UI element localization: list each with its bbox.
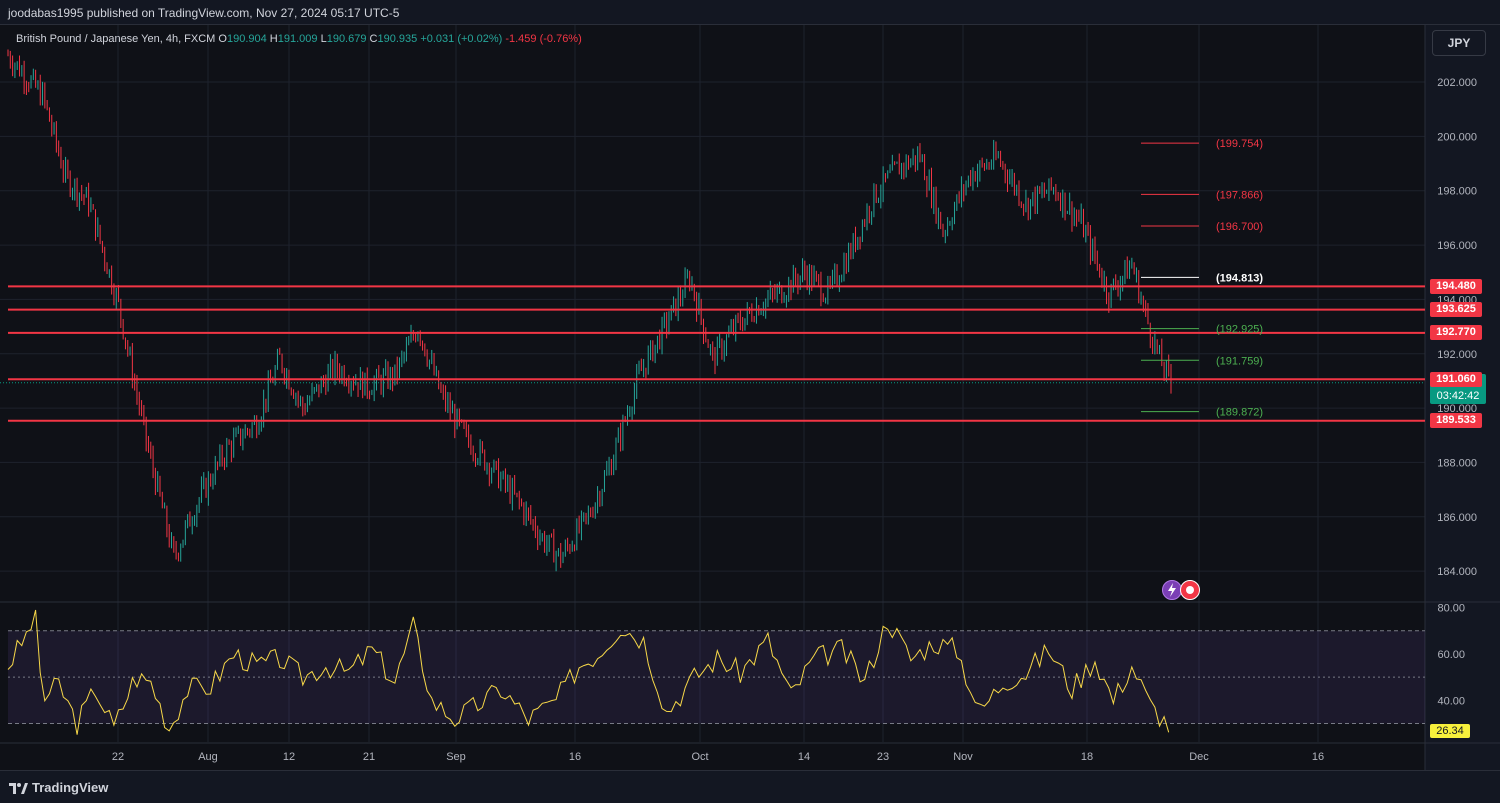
- low-value: 190.679: [326, 33, 367, 45]
- rsi-value-tag: 26.34: [1430, 724, 1470, 738]
- symbol-legend: British Pound / Japanese Yen, 4h, FXCM O…: [16, 33, 582, 45]
- level-tag-193.625: 193.625: [1430, 302, 1482, 318]
- close-label: C: [369, 33, 378, 45]
- bar-countdown: 03:42:42: [1436, 390, 1480, 402]
- price-tick-label: 184.000: [1437, 566, 1477, 578]
- symbol-name[interactable]: British Pound / Japanese Yen, 4h, FXCM: [16, 33, 216, 45]
- projection-label: (197.866): [1216, 189, 1263, 201]
- projection-label: (191.759): [1216, 355, 1263, 367]
- low-label: L: [320, 33, 327, 45]
- projection-label: (196.700): [1216, 221, 1263, 233]
- publish-header: joodabas1995 published on TradingView.co…: [0, 0, 1500, 25]
- time-tick-label: 22: [112, 751, 124, 763]
- price-tick-label: 186.000: [1437, 512, 1477, 524]
- footer-bar: TradingView: [0, 770, 1500, 803]
- open-value: 190.904: [226, 33, 267, 45]
- time-tick-label: 23: [877, 751, 889, 763]
- candle-series: [7, 49, 1172, 572]
- currency-button[interactable]: JPY: [1432, 30, 1486, 56]
- high-label: H: [269, 33, 278, 45]
- published-line: joodabas1995 published on TradingView.co…: [8, 6, 400, 20]
- level-tag-194.480: 194.480: [1430, 278, 1482, 294]
- price-tick-label: 200.000: [1437, 131, 1477, 143]
- level-tag-189.533: 189.533: [1430, 413, 1482, 429]
- record-icon[interactable]: [1180, 580, 1200, 600]
- tradingview-logo[interactable]: TradingView: [8, 780, 108, 795]
- open-label: O: [218, 33, 227, 45]
- level-tag-192.770: 192.770: [1430, 325, 1482, 341]
- high-value: 191.009: [277, 33, 318, 45]
- price-tick-label: 196.000: [1437, 240, 1477, 252]
- lightning-icon[interactable]: [1162, 580, 1182, 600]
- projection-label: (189.872): [1216, 407, 1263, 419]
- rsi-tick-label: 40.00: [1437, 695, 1465, 707]
- projection-label: (194.813): [1216, 272, 1263, 284]
- level-tag-191.060: 191.060: [1430, 371, 1482, 387]
- time-tick-label: 12: [283, 751, 295, 763]
- price-tick-label: 202.000: [1437, 77, 1477, 89]
- price-tick-label: 198.000: [1437, 186, 1477, 198]
- price-tick-label: 190.000: [1437, 403, 1477, 415]
- time-tick-label: Nov: [953, 751, 973, 763]
- extra-change-value: -1.459 (-0.76%): [505, 33, 582, 45]
- time-tick-label: 16: [569, 751, 581, 763]
- price-tick-label: 192.000: [1437, 349, 1477, 361]
- brand-name: TradingView: [32, 780, 109, 795]
- time-tick-label: Sep: [446, 751, 466, 763]
- rsi-line: [7, 609, 1170, 735]
- time-tick-label: 21: [363, 751, 375, 763]
- time-tick-label: 16: [1312, 751, 1324, 763]
- close-value: 190.935: [377, 33, 418, 45]
- tradingview-logo-icon: [9, 782, 28, 794]
- change-value: +0.031 (+0.02%): [420, 33, 503, 45]
- projection-label: (199.754): [1216, 138, 1263, 150]
- time-tick-label: Oct: [691, 751, 708, 763]
- rsi-tick-label: 80.00: [1437, 603, 1465, 615]
- price-tick-label: 188.000: [1437, 457, 1477, 469]
- time-tick-label: Dec: [1189, 751, 1209, 763]
- rsi-tick-label: 60.00: [1437, 649, 1465, 661]
- time-tick-label: 18: [1081, 751, 1093, 763]
- time-tick-label: Aug: [198, 751, 218, 763]
- projection-label: (192.925): [1216, 324, 1263, 336]
- time-tick-label: 14: [798, 751, 810, 763]
